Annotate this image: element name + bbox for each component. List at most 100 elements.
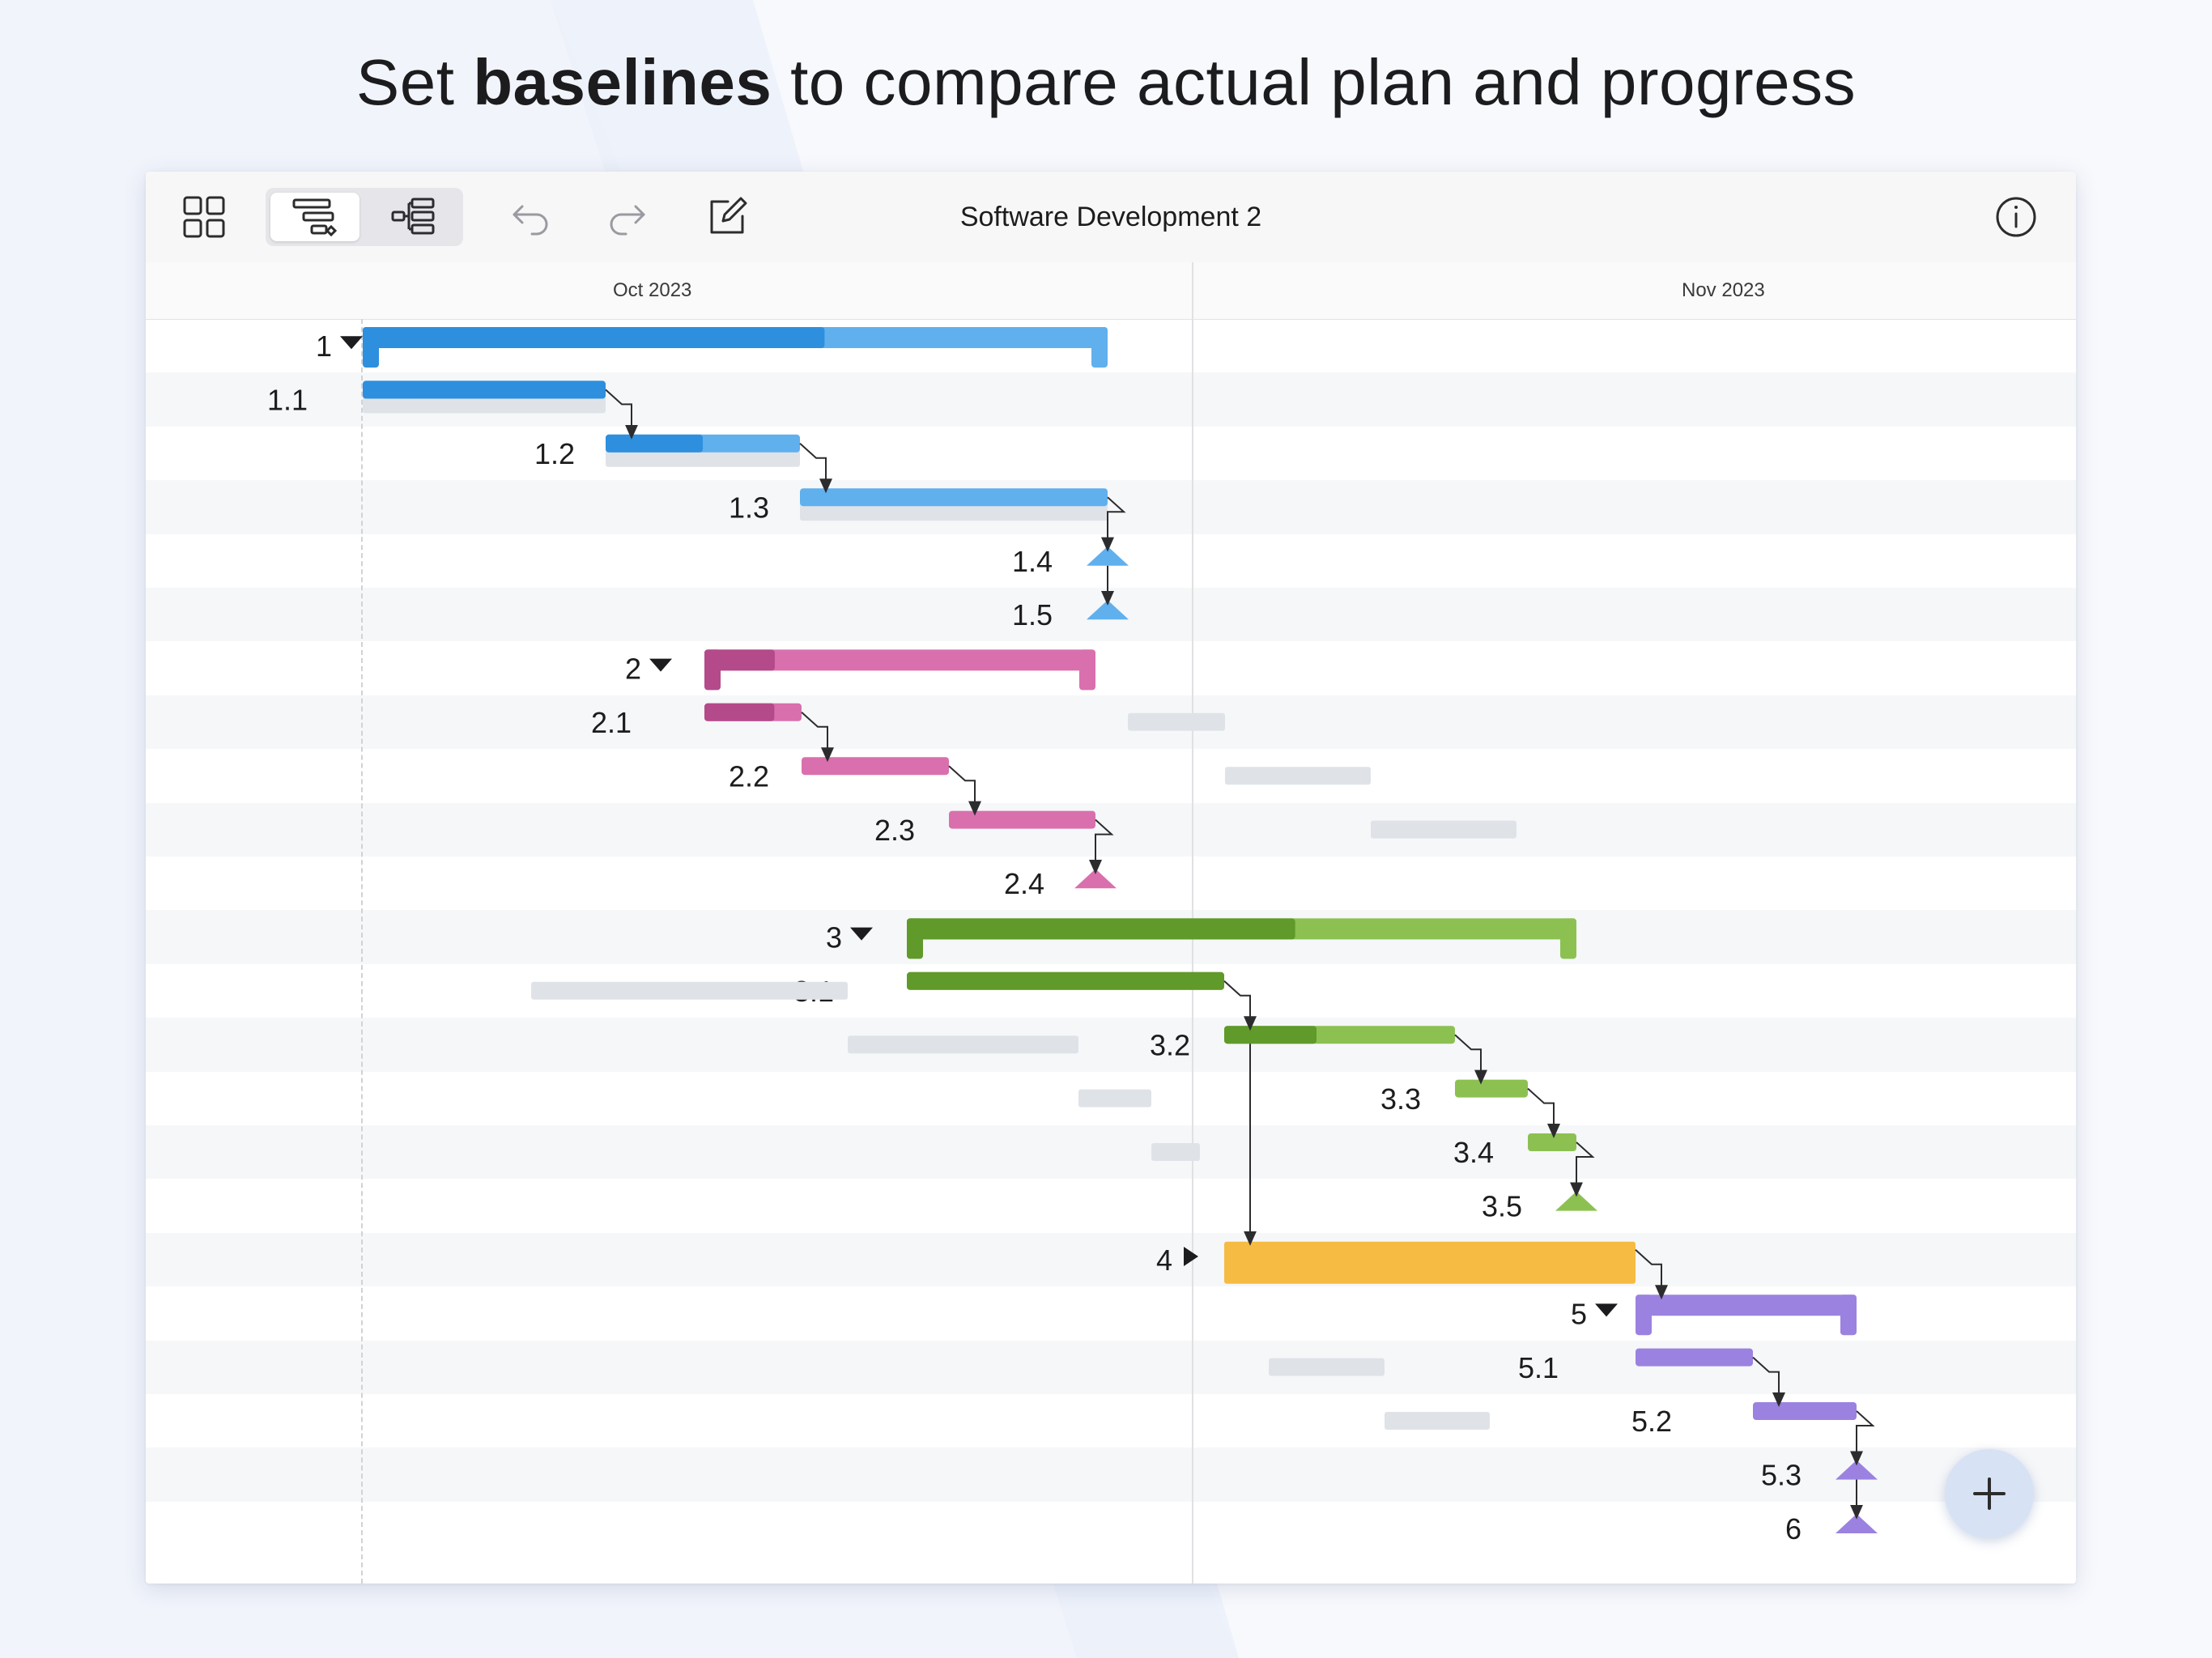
task-id-label[interactable]: 5.1 [1518, 1351, 1559, 1384]
gantt-chart: 11.11.21.31.41.522.12.22.32.433.13.23.33… [267, 327, 1878, 1545]
summary-bracket-right [1560, 918, 1576, 959]
task-id-label[interactable]: 2.4 [1004, 867, 1044, 900]
outline-view-icon [391, 198, 435, 235]
task-bar[interactable] [1753, 1402, 1857, 1420]
milestone-diamond[interactable] [1087, 546, 1129, 566]
edit-button[interactable] [704, 194, 750, 240]
task-id-label[interactable]: 2.1 [591, 706, 632, 739]
milestone-diamond[interactable] [1087, 600, 1129, 620]
milestone-diamond[interactable] [1555, 1191, 1597, 1211]
milestone-diamond[interactable] [1836, 1460, 1878, 1480]
gantt-row[interactable] [146, 1232, 2076, 1287]
task-bar[interactable] [1528, 1133, 1576, 1151]
summary-bracket-right [1079, 649, 1095, 691]
task-id-label[interactable]: 3.2 [1150, 1028, 1190, 1061]
milestone-diamond[interactable] [1074, 869, 1117, 889]
summary-bracket-right [1840, 1295, 1857, 1336]
collapse-triangle-icon[interactable] [1595, 1303, 1618, 1317]
redo-button[interactable] [604, 194, 649, 240]
collapse-triangle-icon[interactable] [850, 927, 873, 941]
task-id-label[interactable]: 1.3 [729, 491, 769, 524]
summary-bar[interactable] [704, 649, 1095, 671]
baseline-bar [1371, 820, 1516, 839]
task-id-label[interactable]: 3.5 [1482, 1190, 1522, 1223]
task-id-label[interactable]: 3.4 [1453, 1136, 1494, 1169]
info-icon [1996, 197, 2036, 237]
plus-icon [1973, 1477, 2006, 1510]
task-progress-fill [363, 380, 606, 399]
summary-bar[interactable] [1224, 1241, 1636, 1284]
task-id-label[interactable]: 5 [1571, 1297, 1587, 1330]
gantt-view-tab[interactable] [270, 193, 359, 241]
dependency-arrow [1850, 1410, 1875, 1466]
undo-icon [513, 205, 548, 236]
gantt-row[interactable] [146, 480, 2076, 534]
baseline-bar [1385, 1412, 1490, 1430]
toolbar: Software Development 2 [146, 172, 2076, 263]
gantt-row[interactable] [146, 1448, 2076, 1502]
dependency-arrow [1527, 1087, 1560, 1138]
task-id-label[interactable]: 1.1 [267, 384, 308, 417]
task-id-label[interactable]: 6 [1785, 1512, 1802, 1545]
summary-progress-fill [363, 327, 825, 348]
task-bar[interactable] [1636, 1348, 1753, 1367]
expand-triangle-icon[interactable] [1184, 1247, 1198, 1266]
baseline-bar [1078, 1089, 1151, 1107]
task-id-label[interactable]: 1.5 [1012, 598, 1053, 631]
task-id-label[interactable]: 2.3 [874, 814, 915, 847]
baseline-bar [363, 395, 606, 414]
summary-bracket-right [1091, 327, 1108, 368]
gantt-row[interactable] [146, 1125, 2076, 1180]
gantt-view-icon [292, 198, 338, 237]
task-id-label[interactable]: 3 [826, 921, 842, 954]
info-button[interactable] [1993, 194, 2039, 240]
dependency-arrow [1635, 1249, 1668, 1300]
undo-button[interactable] [508, 194, 554, 240]
task-id-label[interactable]: 2.2 [729, 759, 769, 793]
gantt-row[interactable] [146, 802, 2076, 857]
collapse-triangle-icon[interactable] [649, 658, 672, 672]
task-bar[interactable] [802, 757, 949, 776]
task-bar[interactable] [949, 810, 1095, 829]
milestone-diamond[interactable] [1836, 1514, 1878, 1533]
dependency-arrow [1101, 496, 1126, 552]
gantt-row[interactable] [146, 1340, 2076, 1394]
task-bar[interactable] [800, 488, 1108, 507]
collapse-triangle-icon[interactable] [340, 336, 363, 350]
headline-text-after: to compare actual plan and progress [772, 46, 1857, 118]
task-id-label[interactable]: 5.3 [1761, 1459, 1802, 1492]
baseline-bar [606, 449, 800, 467]
dependency-arrow [799, 443, 832, 494]
summary-progress-fill [704, 649, 775, 671]
headline: Set baselines to compare actual plan and… [0, 45, 2212, 120]
task-id-label[interactable]: 3.3 [1380, 1082, 1421, 1116]
baseline-bar [800, 503, 1108, 521]
dependency-arrow [1454, 1034, 1487, 1085]
task-id-label[interactable]: 4 [1156, 1244, 1172, 1277]
app-window: Software Development 2 Oct 2023 Nov 2023… [146, 172, 2076, 1584]
baseline-bar [531, 981, 848, 1000]
outline-view-tab[interactable] [369, 193, 458, 241]
task-bar[interactable] [1455, 1079, 1528, 1098]
dependency-arrow [1223, 980, 1257, 1031]
baseline-bar [1128, 712, 1225, 731]
summary-bar[interactable] [1636, 1295, 1857, 1316]
baseline-bar [848, 1035, 1078, 1054]
edit-icon [710, 197, 747, 234]
task-id-label[interactable]: 1.4 [1012, 545, 1053, 578]
task-id-label[interactable]: 1.2 [534, 437, 575, 470]
add-task-button[interactable] [1945, 1449, 2034, 1538]
redo-icon [610, 205, 645, 236]
task-id-label[interactable]: 2 [625, 653, 641, 686]
dependency-arrow [1752, 1356, 1785, 1407]
dependency-arrow [801, 712, 834, 763]
task-id-label[interactable]: 5.2 [1631, 1405, 1672, 1438]
view-mode-segmented-control [266, 188, 463, 246]
gantt-row[interactable] [146, 695, 2076, 750]
gantt-row[interactable] [146, 1018, 2076, 1072]
task-progress-fill [704, 703, 775, 721]
task-id-label[interactable]: 1 [316, 329, 332, 363]
task-progress-fill [907, 971, 1224, 990]
dependency-arrow [1570, 1141, 1595, 1197]
grid-button[interactable] [181, 194, 227, 240]
